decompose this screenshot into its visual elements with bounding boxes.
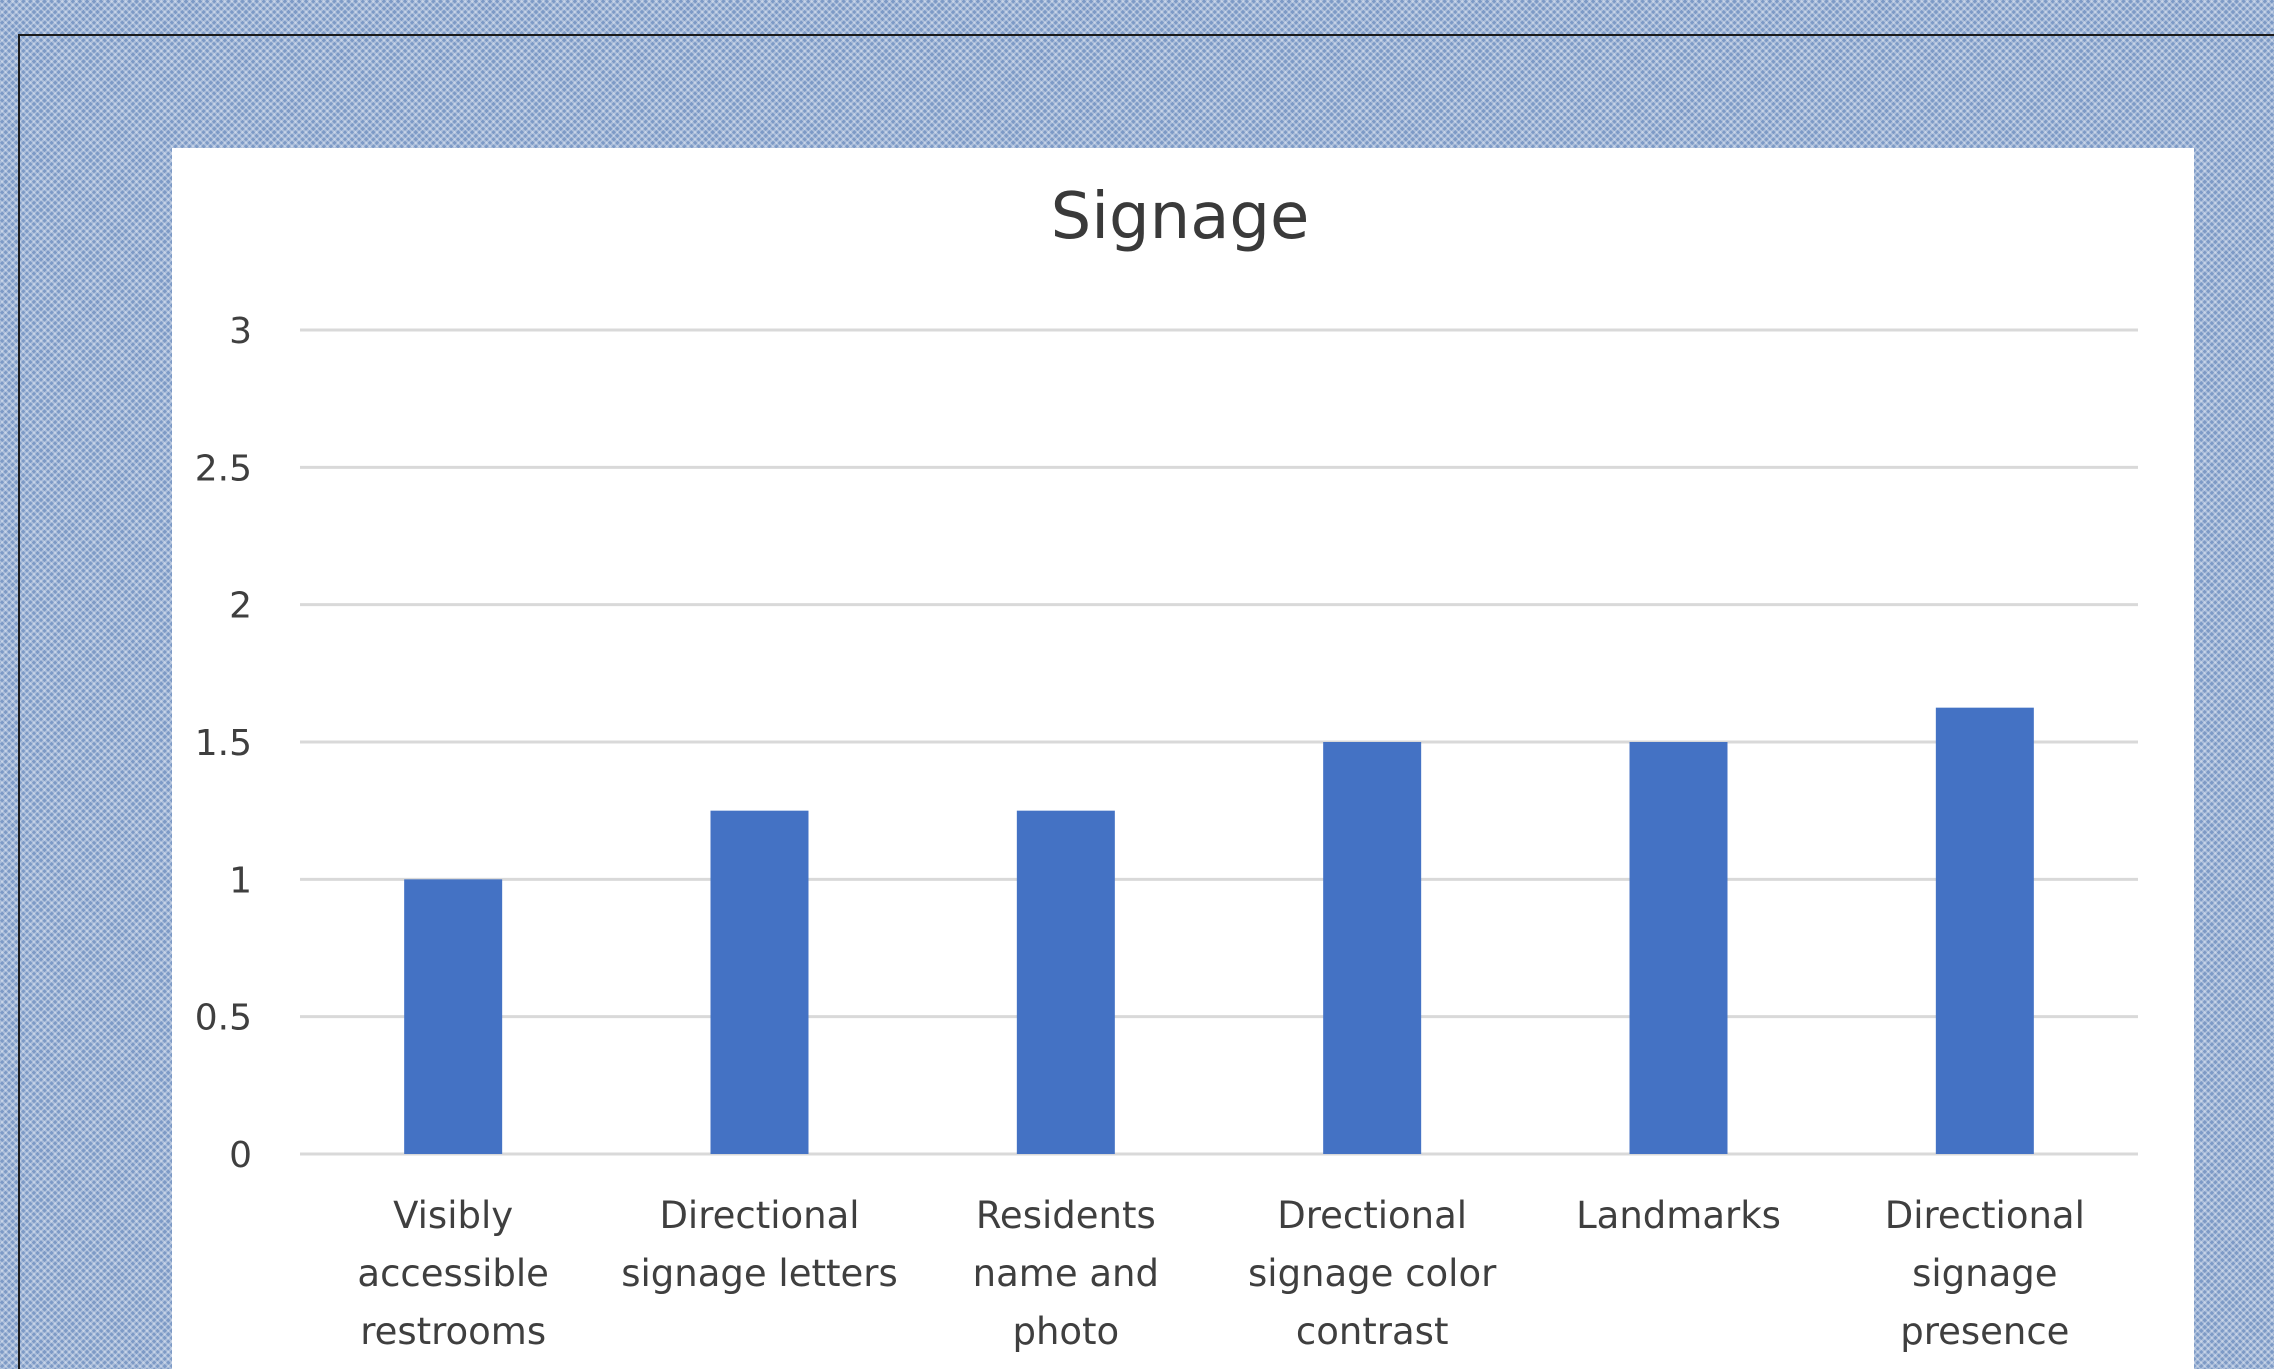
x-category-label-line: contrast: [1296, 1310, 1449, 1353]
chart-panel: Signage 0 0.5 1 1.5 2 2.5 3 Visibly accessible r…: [172, 148, 2194, 1369]
x-category-label: Residents name and photo: [973, 1194, 1159, 1353]
y-tick-label: 2: [229, 586, 252, 627]
x-category-label-line: name and: [973, 1252, 1159, 1295]
x-category-label-line: Landmarks: [1576, 1194, 1781, 1237]
image-frame-border: [18, 34, 2274, 1369]
x-category-label-line: Drectional: [1277, 1194, 1467, 1237]
x-category-label-line: presence: [1900, 1310, 2069, 1353]
x-category-label-line: signage: [1912, 1252, 2057, 1295]
y-tick-label: 0.5: [195, 998, 252, 1039]
y-tick-label: 1.5: [195, 723, 252, 764]
bar: [1016, 810, 1115, 1154]
x-category-label: Visibly accessible restrooms: [357, 1194, 548, 1353]
bar: [710, 810, 809, 1154]
bar: [1935, 707, 2034, 1154]
x-category-label: Directional signage presence: [1885, 1194, 2085, 1353]
x-category-label-line: Directional: [1885, 1194, 2085, 1237]
chart-title: Signage: [1051, 180, 1310, 254]
x-category-label-line: signage color: [1248, 1252, 1497, 1295]
bar: [1629, 742, 1728, 1154]
x-category-label-line: Residents: [976, 1194, 1156, 1237]
bar: [404, 879, 503, 1154]
y-tick-label: 2.5: [195, 448, 252, 489]
bars: [404, 707, 2034, 1154]
y-axis-ticks: 0 0.5 1 1.5 2 2.5 3: [195, 311, 252, 1176]
x-category-label-line: Visibly: [393, 1194, 513, 1237]
x-axis-categories: Visibly accessible restrooms Directional sig…: [357, 1194, 2084, 1353]
x-category-label-line: accessible: [357, 1252, 548, 1295]
bar: [1323, 742, 1422, 1154]
x-category-label-line: restrooms: [360, 1310, 546, 1353]
x-category-label: Drectional signage color contrast: [1248, 1194, 1497, 1353]
gridlines: [300, 328, 2138, 1156]
y-tick-label: 1: [229, 860, 252, 901]
bar-chart: Signage 0 0.5 1 1.5 2 2.5 3 Visibly accessible r…: [195, 180, 2138, 1353]
y-tick-label: 3: [229, 311, 252, 352]
x-category-label: Landmarks: [1576, 1194, 1781, 1237]
y-tick-label: 0: [229, 1135, 252, 1176]
x-category-label-line: Directional: [659, 1194, 859, 1237]
x-category-label: Directional signage letters: [621, 1194, 898, 1295]
x-category-label-line: signage letters: [621, 1252, 898, 1295]
x-category-label-line: photo: [1012, 1310, 1119, 1353]
